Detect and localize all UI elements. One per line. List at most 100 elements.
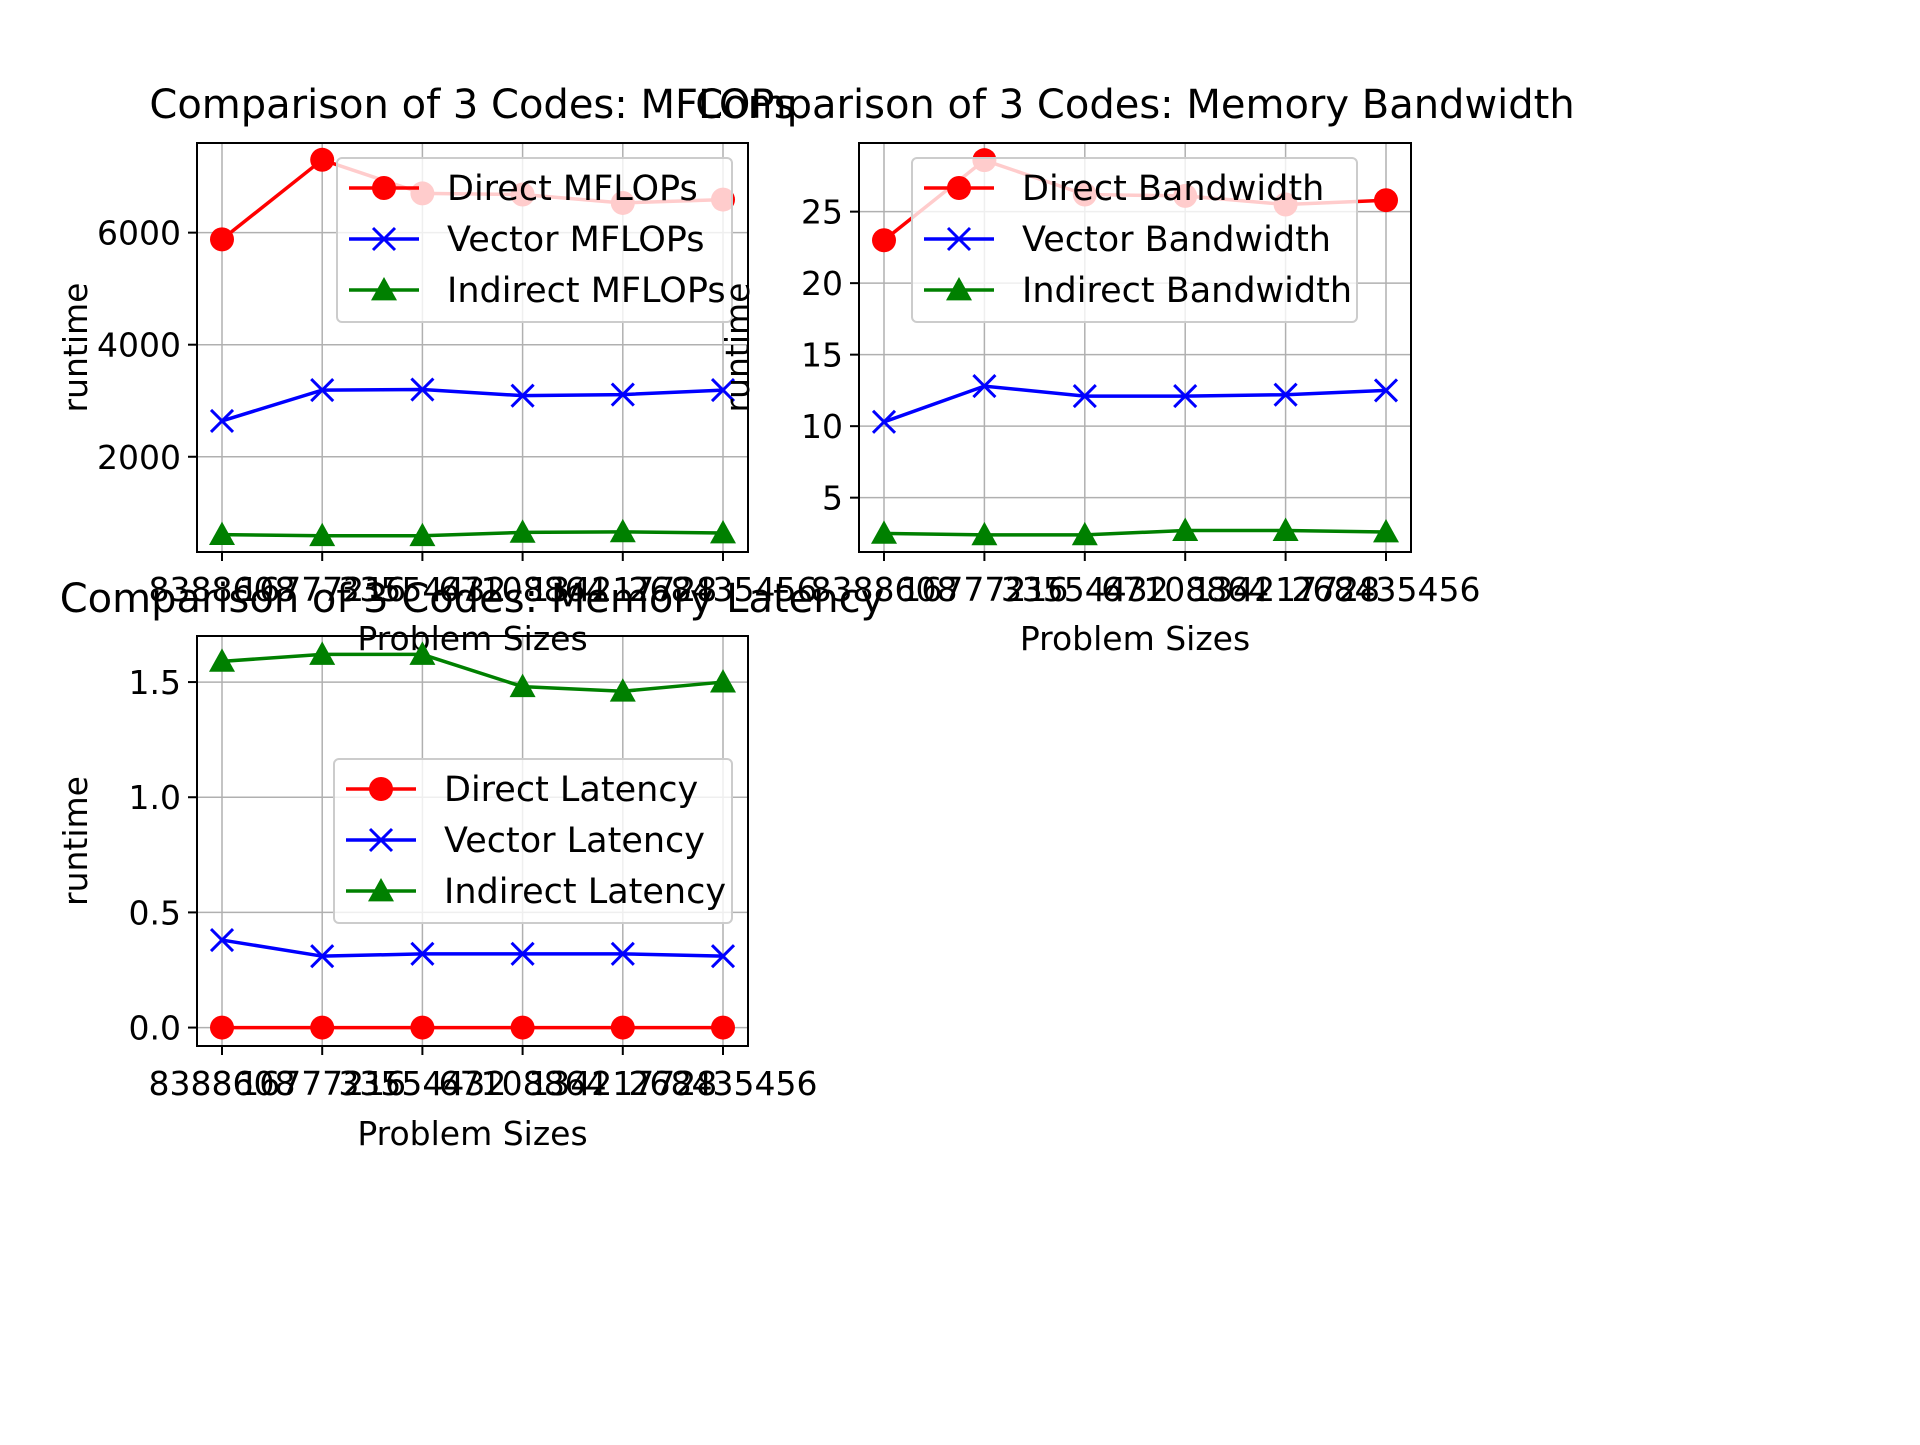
y-tick-label: 6000 [97,214,181,253]
series-2 [871,374,1399,434]
series-line [221,530,724,538]
y-tick-label: 0.5 [129,893,181,932]
subplot-3: 8388608167772163355443267108864134217728… [56,576,884,1153]
y-tick-label: 5 [822,479,843,518]
x-axis-label: Problem Sizes [357,1114,587,1153]
series-3 [209,518,736,547]
x-marker-stroke [510,941,535,966]
x-tick-label: 33554432 [338,570,506,609]
data-point [510,383,535,408]
y-tick-label: 10 [801,407,843,446]
data-point [609,678,636,702]
legend-marker [371,226,397,252]
data-point [309,522,336,547]
data-point [509,673,536,698]
y-tick-label: 2000 [97,438,181,477]
x-marker-stroke [310,944,335,969]
x-marker-stroke [946,226,972,252]
chart-title: Comparison of 3 Codes: Memory Latency [60,576,885,622]
data-point [410,941,435,966]
legend-label: Indirect Bandwidth [1022,271,1352,311]
y-tick-label: 0.0 [129,1009,181,1048]
data-point [310,147,335,172]
y-tick-label: 1.0 [129,778,181,817]
x-marker-stroke [368,827,394,853]
legend: Direct Bandwidth Vector Bandwidth Indirect… [911,157,1358,323]
data-point [1273,382,1298,407]
x-marker-stroke [1173,384,1198,409]
chart-title: Comparison of 3 Codes: Memory Bandwidth [695,82,1574,128]
legend-entry: Indirect Latency [346,872,726,912]
legend-entry: Direct Latency [346,770,698,810]
legend-marker [369,777,393,801]
data-point [1172,517,1199,541]
y-tick-label: 1.5 [129,663,181,702]
data-point [209,648,235,672]
x-marker-stroke [710,378,736,403]
x-tick-label: 134217728 [528,1064,717,1103]
legend-label: Direct Latency [444,770,698,810]
legend-entry: Indirect Bandwidth [924,271,1352,311]
series-line [221,387,724,423]
x-marker-stroke [510,383,535,408]
x-marker-stroke [710,944,736,969]
data-point [610,1015,635,1040]
x-tick-label: 33554432 [1001,570,1169,609]
x-tick-label: 33554432 [338,1064,506,1103]
x-marker-stroke [1373,378,1399,403]
legend-label: Indirect MFLOPs [447,271,726,311]
series-line [221,652,724,694]
data-point [209,521,235,546]
chart-title: Comparison of 3 Codes: MFLOPs [149,82,794,128]
data-point [209,927,235,953]
x-tick-label: 67108864 [439,1064,607,1103]
data-point [1373,518,1399,543]
data-point [1272,517,1299,541]
data-point [410,1015,435,1040]
legend-box [333,758,733,924]
x-tick-label: 268435456 [1292,570,1481,609]
x-marker-stroke [1072,384,1097,409]
data-point [1173,384,1198,409]
data-point [1072,384,1097,409]
data-point [710,519,736,544]
x-marker-stroke [610,941,635,966]
legend-label: Vector Bandwidth [1022,220,1331,260]
subplot-1: 8388608167772163355443267108864134217728… [56,82,817,658]
series-line [883,384,1387,424]
y-axis-label: runtime [56,283,95,413]
x-tick-label: 268435456 [629,570,818,609]
x-marker-stroke [871,409,897,434]
series-3 [209,641,736,702]
legend-entry: Vector MFLOPs [349,220,705,260]
x-marker-stroke [1273,382,1298,407]
data-point [310,378,335,403]
legend-label: Vector MFLOPs [447,220,705,260]
data-point [710,378,736,403]
data-point [610,382,635,407]
x-tick-label: 67108864 [439,570,607,609]
data-point [871,520,897,544]
legend-marker [946,226,972,252]
series-line [221,938,724,958]
x-marker-stroke [410,377,435,402]
x-marker-stroke [310,378,335,403]
axes-frame [858,142,1412,553]
legend-marker [946,277,972,301]
data-point [509,519,536,543]
series-3 [871,517,1399,546]
x-tick-label: 134217728 [528,570,717,609]
axes-frame [196,635,749,1047]
legend-entry: Direct MFLOPs [349,169,698,209]
y-axis-label: runtime [718,283,757,413]
x-axis-label: Problem Sizes [1020,619,1250,658]
x-marker-stroke [972,374,997,399]
data-point [309,641,336,665]
data-point [971,521,998,546]
y-tick-label: 25 [801,193,843,232]
data-point [310,944,335,969]
series-1 [210,1015,735,1040]
legend: Direct Latency Vector Latency Indirect Lat… [333,758,733,924]
x-tick-label: 16777216 [900,570,1068,609]
data-point [410,377,435,402]
